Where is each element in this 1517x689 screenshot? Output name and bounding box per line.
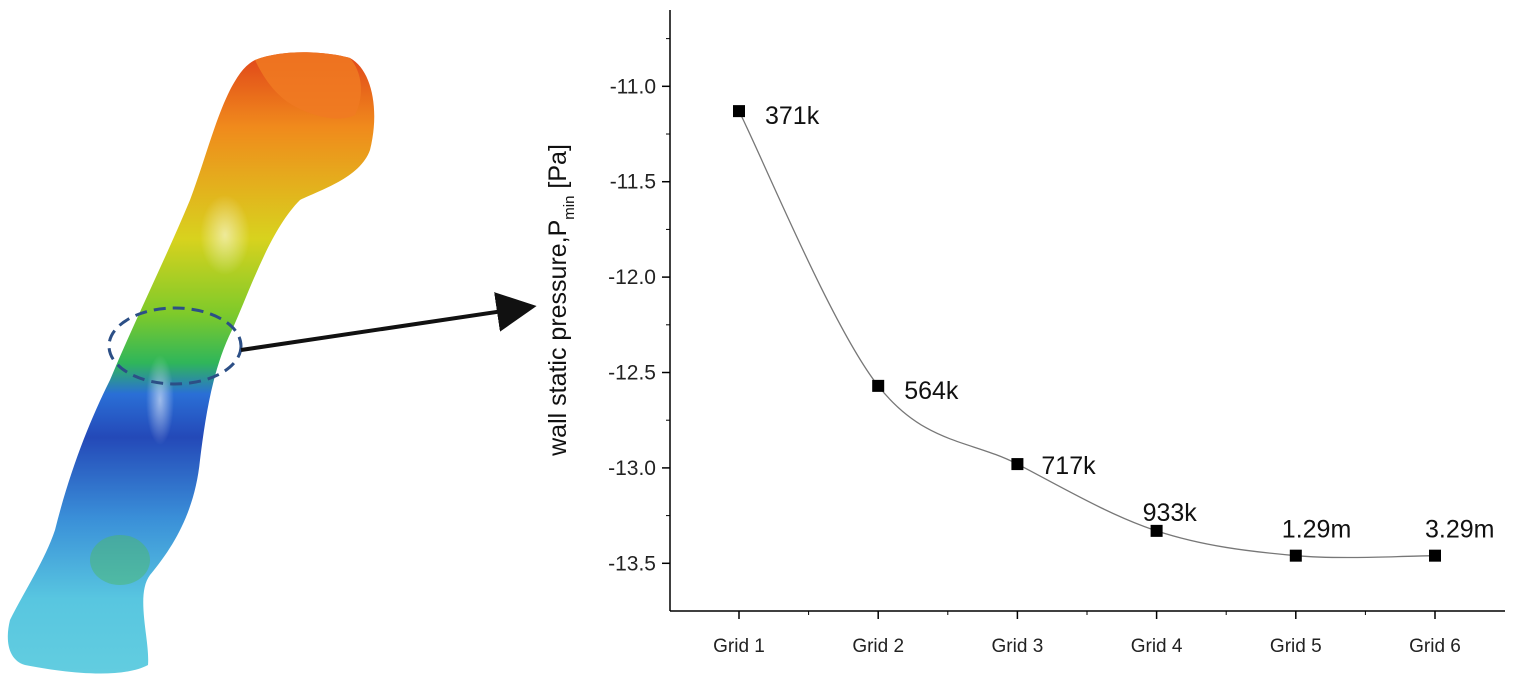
airway-model-highlight-2 — [146, 355, 174, 445]
y-axis-label-subscript: min — [561, 196, 578, 220]
x-tick-label: Grid 5 — [1270, 636, 1322, 657]
data-point — [1289, 549, 1302, 562]
y-axis-label-unit: [Pa] — [544, 144, 572, 195]
x-tick-label: Grid 2 — [852, 636, 904, 657]
highlight-ring — [107, 306, 243, 386]
y-axis-label-main: wall static pressure,P — [544, 220, 572, 457]
data-point — [1429, 549, 1441, 562]
data-point — [872, 379, 885, 392]
y-tick-label: -12.0 — [608, 266, 656, 289]
data-label: 3.29m — [1425, 516, 1494, 544]
data-label: 1.29m — [1282, 516, 1351, 544]
chart-area: -11.0-11.5-12.0-12.5-13.0-13.5 Grid 1 Gri… — [544, 10, 1505, 657]
y-tick-label: -12.5 — [608, 362, 656, 385]
airway-model-body — [7, 52, 375, 674]
data-point — [733, 105, 745, 118]
series-curve — [738, 110, 1436, 559]
x-tick-label: Grid 3 — [992, 636, 1044, 657]
y-axis-label: wall static pressure,Pmin [Pa] — [544, 144, 578, 457]
y-tick-label: -13.5 — [608, 552, 656, 575]
airway-model-highlight-3 — [90, 535, 150, 585]
y-ticks: -11.0 -11.5 -12.0 -12.5 -13.0 -13.5 — [608, 38, 670, 575]
x-ticks: Grid 1 Grid 2 Grid 3 Grid 4 Grid 5 Grid 6 — [713, 611, 1461, 657]
y-tick-label: -11.0 — [610, 75, 656, 98]
data-point — [1150, 524, 1163, 537]
airway-model-highlight — [200, 195, 250, 275]
point-labels: 371k 564k 717k 933k 1.29m 3.29m — [765, 102, 1494, 544]
data-label: 933k — [1143, 499, 1198, 527]
data-label: 371k — [765, 102, 820, 130]
airway-model — [7, 52, 537, 674]
y-tick-label: -13.0 — [608, 457, 656, 480]
series-markers — [733, 105, 1441, 562]
data-label: 564k — [904, 377, 959, 405]
x-tick-label: Grid 4 — [1131, 636, 1183, 657]
y-tick-label: -11.5 — [610, 171, 656, 194]
x-tick-label: Grid 6 — [1409, 636, 1461, 657]
data-point — [1011, 458, 1024, 471]
x-tick-label: Grid 1 — [713, 636, 765, 657]
airway-model-top-face — [255, 52, 362, 119]
callout-arrow — [240, 292, 537, 352]
data-label: 717k — [1041, 452, 1096, 480]
